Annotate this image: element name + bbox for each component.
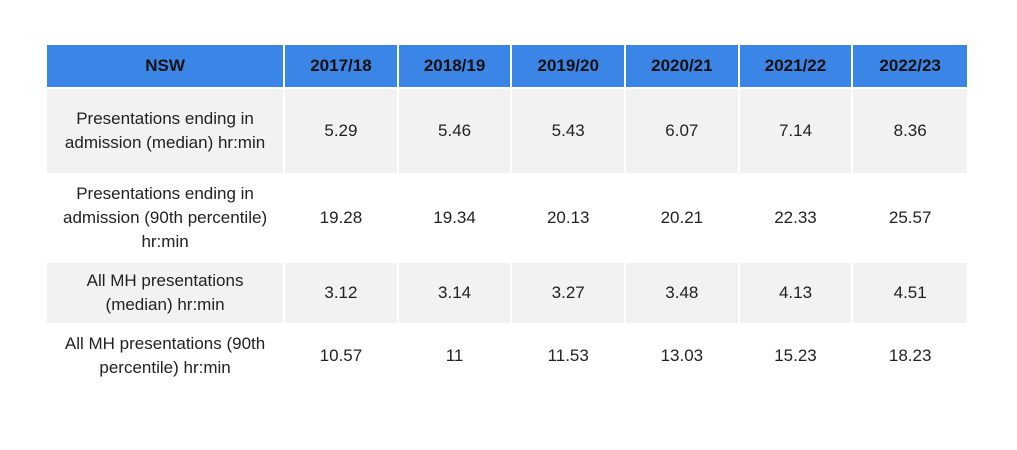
header-cell-year: 2020/21: [626, 45, 740, 87]
table-cell: 4.13: [739, 261, 854, 323]
table-cell: 25.57: [853, 173, 967, 261]
row-label: All MH presentations (median) hr:min: [47, 261, 286, 323]
table-cell: 13.03: [626, 323, 740, 387]
row-label: All MH presentations (90th percentile) h…: [47, 323, 286, 387]
table-cell: 19.34: [398, 173, 513, 261]
table-cell: 20.21: [626, 173, 740, 261]
header-cell-region: NSW: [47, 45, 286, 87]
table-cell: 8.36: [853, 87, 967, 173]
data-table-container: NSW 2017/18 2018/19 2019/20 2020/21 2021…: [47, 45, 967, 387]
row-label: Presentations ending in admission (90th …: [47, 173, 286, 261]
table-row: Presentations ending in admission (90th …: [47, 173, 967, 261]
row-label: Presentations ending in admission (media…: [47, 87, 286, 173]
nsw-presentations-table: NSW 2017/18 2018/19 2019/20 2020/21 2021…: [47, 45, 967, 387]
table-cell: 6.07: [626, 87, 740, 173]
table-cell: 3.27: [512, 261, 627, 323]
table-cell: 3.48: [626, 261, 740, 323]
header-cell-year: 2017/18: [285, 45, 399, 87]
table-cell: 5.29: [285, 87, 399, 173]
header-cell-year: 2019/20: [512, 45, 627, 87]
table-cell: 15.23: [739, 323, 854, 387]
table-row: All MH presentations (median) hr:min 3.1…: [47, 261, 967, 323]
table-cell: 5.43: [512, 87, 627, 173]
table-cell: 4.51: [853, 261, 967, 323]
table-cell: 11.53: [512, 323, 627, 387]
table-cell: 3.12: [285, 261, 399, 323]
table-cell: 19.28: [285, 173, 399, 261]
table-cell: 3.14: [398, 261, 513, 323]
table-cell: 18.23: [853, 323, 967, 387]
table-row: All MH presentations (90th percentile) h…: [47, 323, 967, 387]
table-cell: 5.46: [398, 87, 513, 173]
table-cell: 7.14: [739, 87, 854, 173]
header-cell-year: 2021/22: [739, 45, 854, 87]
table-cell: 11: [398, 323, 513, 387]
table-row: Presentations ending in admission (media…: [47, 87, 967, 173]
table-cell: 10.57: [285, 323, 399, 387]
header-cell-year: 2018/19: [398, 45, 513, 87]
table-cell: 20.13: [512, 173, 627, 261]
table-cell: 22.33: [739, 173, 854, 261]
header-cell-year: 2022/23: [853, 45, 967, 87]
header-row: NSW 2017/18 2018/19 2019/20 2020/21 2021…: [47, 45, 967, 87]
